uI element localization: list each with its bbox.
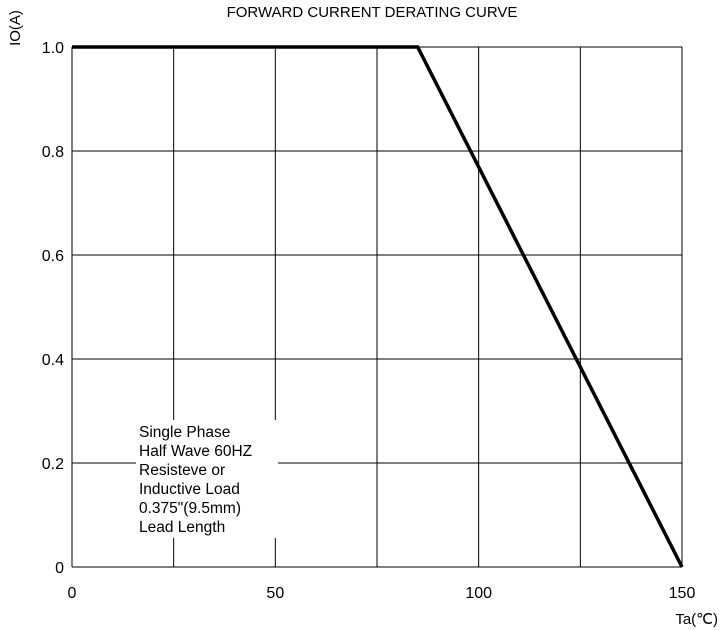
y-axis-label: IO(A) bbox=[7, 10, 24, 46]
y-tick-label: 0 bbox=[55, 560, 64, 577]
annotation-line: Inductive Load bbox=[139, 481, 240, 498]
annotation-background bbox=[136, 420, 278, 538]
x-tick-label: 50 bbox=[266, 585, 284, 602]
series-layer bbox=[72, 45, 684, 568]
conditions-annotation: Single Phase Half Wave 60HZ Resisteve or In… bbox=[136, 420, 278, 538]
y-tick-label: 0.6 bbox=[42, 248, 64, 265]
y-tick-label: 0.8 bbox=[42, 144, 64, 161]
annotation-line: Half Wave 60HZ bbox=[139, 443, 252, 460]
x-tick-label: 150 bbox=[669, 585, 696, 602]
annotation-line: Resisteve or bbox=[139, 462, 225, 479]
y-tick-label: 1.0 bbox=[42, 40, 64, 57]
x-tick-label: 0 bbox=[68, 585, 77, 602]
tick-labels: 0 0.2 0.4 0.6 0.8 1.0 0 50 100 150 bbox=[42, 40, 696, 602]
annotation-line: Lead Length bbox=[139, 519, 225, 536]
annotation-line: Single Phase bbox=[139, 424, 230, 441]
x-axis-label: Ta(℃) bbox=[675, 611, 718, 628]
y-tick-label: 0.4 bbox=[42, 352, 64, 369]
x-tick-label: 100 bbox=[465, 585, 492, 602]
chart-title: FORWARD CURRENT DERATING CURVE bbox=[227, 4, 518, 21]
annotation-line: 0.375"(9.5mm) bbox=[139, 500, 241, 517]
y-tick-label: 0.2 bbox=[42, 456, 64, 473]
derating-line bbox=[72, 45, 684, 568]
